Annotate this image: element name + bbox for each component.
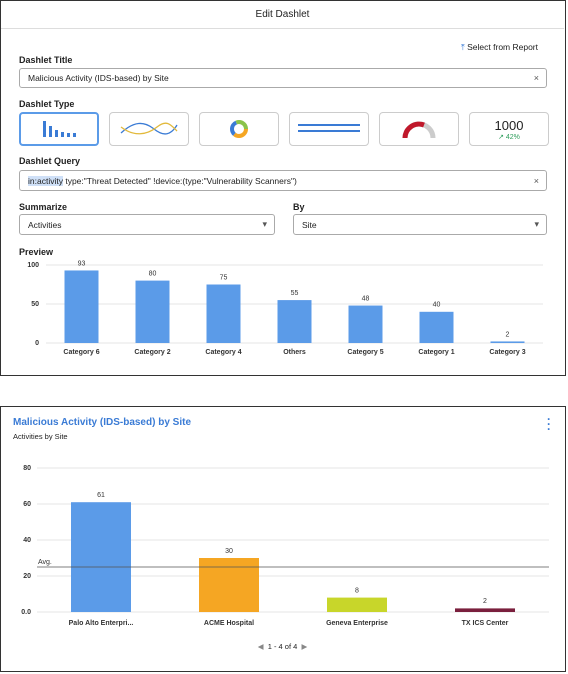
value-label: 55: [291, 290, 299, 297]
x-tick-label: Palo Alto Enterpri...: [69, 620, 134, 627]
kpi-change: ↗ 42%: [498, 133, 520, 141]
clear-button[interactable]: ×: [533, 175, 539, 186]
y-tick-label: 0: [35, 340, 39, 347]
dialog-title: Edit Dashlet: [255, 9, 310, 20]
widget-title[interactable]: Malicious Activity (IDS-based) by Site: [13, 417, 192, 428]
summarize-select[interactable]: Activities ▾: [19, 214, 275, 235]
bar: [206, 284, 241, 343]
icon: [230, 120, 248, 138]
y-tick-label: 20: [23, 573, 31, 580]
type-donut[interactable]: [199, 112, 279, 146]
select-from-report[interactable]: ⤒ Select from Report: [461, 42, 539, 52]
average-label: Avg.: [38, 559, 52, 566]
bar: [135, 280, 170, 343]
field-label: Summarize: [19, 202, 68, 212]
x-tick-label: ACME Hospital: [204, 620, 254, 627]
value-label: 40: [433, 302, 441, 309]
x-tick-label: Category 3: [489, 349, 525, 356]
pagination: ◀ 1 - 4 of 4 ▶: [1, 642, 564, 651]
type-kpi[interactable]: 1000 ↗ 42%: [469, 112, 549, 146]
icon: [120, 122, 178, 135]
select-value: Activities: [28, 219, 62, 230]
title-input[interactable]: Malicious Activity (IDS-based) by Site ×: [19, 68, 547, 88]
y-tick-label: 100: [27, 262, 39, 269]
dropdown-arrow: ▾: [534, 219, 539, 229]
icon: [298, 124, 360, 132]
widget-panel: Malicious Activity (IDS-based) by Site A…: [0, 406, 566, 672]
field-label: Preview: [19, 247, 54, 257]
pagination-text: 1 - 4 of 4: [267, 642, 298, 651]
icon: [43, 121, 76, 137]
bar: [277, 300, 312, 343]
value-label: 75: [220, 274, 228, 281]
dropdown-arrow: ▾: [262, 219, 267, 229]
type-buttons: 1000 ↗ 42%: [19, 112, 549, 146]
value-label: 30: [225, 548, 233, 555]
input-value: type:"Threat Detected" !device:(type:"Vu…: [65, 175, 297, 186]
type-gauge[interactable]: [379, 112, 459, 146]
prev-page[interactable]: ◀: [257, 642, 264, 651]
query-input[interactable]: in:activity type:"Threat Detected" !devi…: [19, 170, 547, 191]
bar: [64, 270, 99, 343]
x-tick-label: TX ICS Center: [462, 620, 509, 627]
menu-button[interactable]: · · ·: [547, 412, 551, 436]
kpi-change-text: 42%: [505, 133, 520, 141]
field-label: By: [293, 202, 305, 212]
field-label: Dashlet Query: [19, 156, 81, 166]
x-tick-label: Geneva Enterprise: [326, 620, 388, 627]
kpi-value: 1000: [494, 117, 524, 133]
x-tick-label: Category 4: [205, 349, 241, 356]
preview-chart: 0 50 100 Category 6 93 Category 2 80 Category 4…: [27, 260, 543, 356]
field-label: Dashlet Type: [19, 99, 75, 109]
y-tick-label: 50: [31, 301, 39, 308]
bar: [455, 608, 515, 612]
input-value: Malicious Activity (IDS-based) by Site: [28, 73, 169, 83]
bar: [199, 558, 259, 612]
type-line[interactable]: [109, 112, 189, 146]
bar: [71, 502, 131, 612]
bar: [419, 311, 454, 343]
by-select[interactable]: Site ▾: [293, 214, 547, 235]
value-label: 80: [149, 270, 157, 277]
x-tick-label: Others: [283, 349, 306, 356]
value-label: 61: [97, 492, 105, 499]
y-tick-label: 80: [23, 465, 31, 472]
icon: [402, 121, 436, 139]
bar: [490, 341, 525, 343]
x-tick-label: Category 2: [134, 349, 170, 356]
y-tick-label: 60: [23, 501, 31, 508]
type-bar[interactable]: [19, 112, 99, 146]
value-label: 8: [355, 587, 359, 594]
clear-button[interactable]: ×: [533, 73, 539, 83]
bar: [348, 305, 383, 343]
widget-chart: 0.0 20 40 60 80 Palo Alto Enterpri... 61 ACME H…: [21, 465, 549, 627]
type-table[interactable]: [289, 112, 369, 146]
divider: [1, 28, 564, 29]
y-tick-label: 0.0: [21, 609, 31, 616]
edit-dashlet-dialog: Edit Dashlet ⤒ Select from Report Dashle…: [0, 0, 566, 376]
next-page[interactable]: ▶: [301, 642, 308, 651]
x-tick-label: Category 1: [418, 349, 454, 356]
value-label: 2: [506, 331, 510, 338]
select-from-report-text: Select from Report: [467, 42, 539, 52]
y-tick-label: 40: [23, 537, 31, 544]
select-value: Site: [302, 219, 317, 230]
value-label: 2: [483, 598, 487, 605]
x-tick-label: Category 5: [347, 349, 383, 356]
field-label: Dashlet Title: [19, 55, 73, 65]
bar: [327, 597, 387, 612]
query-highlight: in:activity: [28, 175, 63, 186]
value-label: 48: [362, 295, 370, 302]
value-label: 93: [78, 260, 86, 267]
x-tick-label: Category 6: [63, 349, 99, 356]
widget-subtitle: Activities by Site: [13, 432, 68, 441]
